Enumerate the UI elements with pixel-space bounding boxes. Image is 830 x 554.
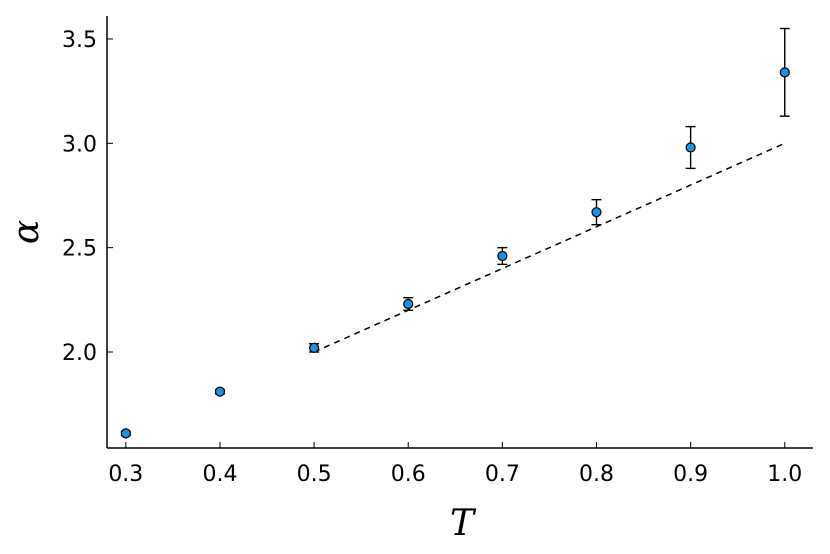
data-point [120,428,131,439]
axes [106,16,813,449]
ticks: 0.3 0.4 0.5 0.6 0.7 0.8 0.9 1.0 2.0 2.5 3.0 3.5 [62,28,802,487]
y-tick-label: 2.0 [62,341,97,366]
x-tick-label: 0.4 [202,462,237,487]
data-point [779,67,790,78]
x-tick-label: 0.8 [579,462,614,487]
y-tick-label: 3.0 [62,132,97,157]
x-tick-label: 0.7 [485,462,520,487]
x-tick-label: 0.9 [673,462,708,487]
y-tick-label: 2.5 [62,237,97,262]
data-point [497,250,508,262]
x-tick-label: 0.3 [108,462,143,487]
x-tick-label: 0.6 [391,462,426,487]
data-point [214,386,226,397]
y-axis-label: α [6,220,47,244]
x-tick-label: 1.0 [767,462,802,487]
x-tick-label: 0.5 [297,462,332,487]
data-point [403,298,414,310]
fit-line [313,142,786,353]
error-bars [120,27,790,437]
fit-line-segment [313,142,786,353]
data-point [685,142,696,153]
data-point [308,342,320,353]
x-axis-label: T [450,503,477,544]
data-points [120,67,790,439]
y-tick-label: 3.5 [62,28,97,53]
data-point [591,207,602,218]
